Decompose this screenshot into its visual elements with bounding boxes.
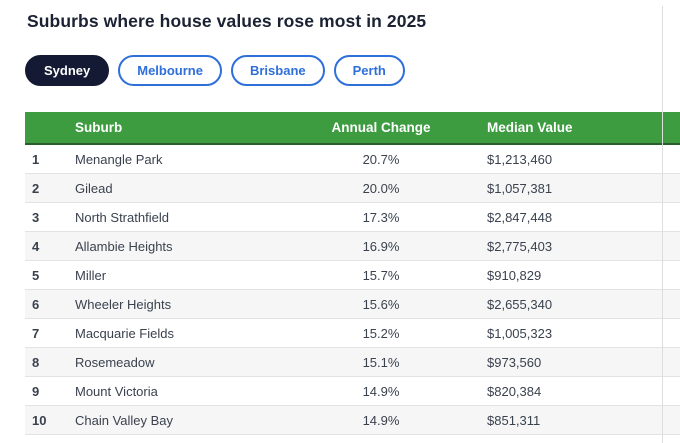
cell-annual-change: 16.9% [305, 231, 457, 261]
cell-annual-change: 14.9% [305, 376, 457, 406]
cell-rank: 7 [25, 318, 75, 348]
cell-median-value: $1,005,323 [457, 318, 680, 348]
cell-rank: 1 [25, 144, 75, 174]
tab-perth[interactable]: Perth [333, 55, 405, 86]
suburbs-table: Suburb Annual Change Median Value 1 Menan… [25, 112, 680, 435]
cell-annual-change: 15.7% [305, 260, 457, 290]
cell-suburb: Rosemeadow [75, 347, 305, 377]
cell-median-value: $910,829 [457, 260, 680, 290]
cell-suburb: Miller [75, 260, 305, 290]
table-row: 6 Wheeler Heights 15.6% $2,655,340 [25, 289, 680, 319]
cell-annual-change: 15.6% [305, 289, 457, 319]
cell-annual-change: 14.9% [305, 405, 457, 435]
cell-median-value: $973,560 [457, 347, 680, 377]
cell-suburb: Menangle Park [75, 144, 305, 174]
cell-suburb: Mount Victoria [75, 376, 305, 406]
cell-rank: 8 [25, 347, 75, 377]
cell-annual-change: 17.3% [305, 202, 457, 232]
cell-rank: 2 [25, 173, 75, 203]
cell-rank: 4 [25, 231, 75, 261]
cell-annual-change: 15.1% [305, 347, 457, 377]
table-row: 2 Gilead 20.0% $1,057,381 [25, 173, 680, 203]
cell-annual-change: 15.2% [305, 318, 457, 348]
cell-rank: 3 [25, 202, 75, 232]
cell-median-value: $851,311 [457, 405, 680, 435]
table-header-row: Suburb Annual Change Median Value [25, 112, 680, 145]
cell-median-value: $1,213,460 [457, 144, 680, 174]
cell-rank: 6 [25, 289, 75, 319]
table-row: 3 North Strathfield 17.3% $2,847,448 [25, 202, 680, 232]
tab-brisbane[interactable]: Brisbane [230, 55, 325, 86]
cell-median-value: $1,057,381 [457, 173, 680, 203]
tab-melbourne[interactable]: Melbourne [118, 55, 222, 86]
table-row: 4 Allambie Heights 16.9% $2,775,403 [25, 231, 680, 261]
cell-suburb: Gilead [75, 173, 305, 203]
cell-rank: 10 [25, 405, 75, 435]
tab-sydney[interactable]: Sydney [25, 55, 110, 86]
cell-median-value: $820,384 [457, 376, 680, 406]
col-header-rank [25, 112, 75, 145]
cell-median-value: $2,847,448 [457, 202, 680, 232]
cell-suburb: Macquarie Fields [75, 318, 305, 348]
cell-annual-change: 20.7% [305, 144, 457, 174]
cell-annual-change: 20.0% [305, 173, 457, 203]
col-header-median-value: Median Value [457, 112, 680, 145]
col-header-annual-change: Annual Change [305, 112, 457, 145]
table-row: 1 Menangle Park 20.7% $1,213,460 [25, 144, 680, 174]
cell-rank: 5 [25, 260, 75, 290]
table-row: 5 Miller 15.7% $910,829 [25, 260, 680, 290]
cell-median-value: $2,775,403 [457, 231, 680, 261]
cell-suburb: North Strathfield [75, 202, 305, 232]
cell-suburb: Chain Valley Bay [75, 405, 305, 435]
table-row: 9 Mount Victoria 14.9% $820,384 [25, 376, 680, 406]
table-row: 10 Chain Valley Bay 14.9% $851,311 [25, 405, 680, 435]
city-tabs: Sydney Melbourne Brisbane Perth [25, 55, 680, 86]
widget-right-border [662, 6, 663, 443]
table-row: 7 Macquarie Fields 15.2% $1,005,323 [25, 318, 680, 348]
cell-median-value: $2,655,340 [457, 289, 680, 319]
page-title: Suburbs where house values rose most in … [27, 11, 427, 31]
table-row: 8 Rosemeadow 15.1% $973,560 [25, 347, 680, 377]
cell-suburb: Wheeler Heights [75, 289, 305, 319]
col-header-suburb: Suburb [75, 112, 305, 145]
cell-suburb: Allambie Heights [75, 231, 305, 261]
cell-rank: 9 [25, 376, 75, 406]
